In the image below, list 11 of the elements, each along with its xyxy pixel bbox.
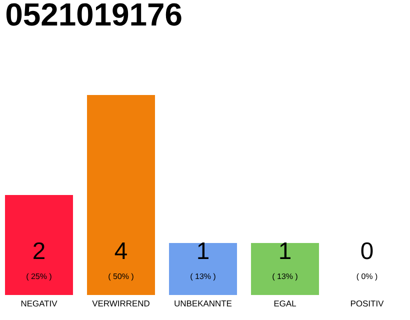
x-tick-label: NEGATIV — [21, 300, 58, 307]
x-tick-label: UNBEKANNTE — [174, 300, 232, 306]
chart-title: 0521019176 — [6, 3, 182, 26]
annotation: 2 — [34, 242, 44, 259]
annotation: 0 — [361, 242, 373, 260]
x-tick-label: EGAL — [274, 300, 296, 307]
annotation: 1 — [280, 242, 290, 259]
annotation: 1 — [198, 242, 208, 259]
x-tick-label: VERWIRREND — [92, 300, 150, 306]
x-tick-label: POSITIV — [350, 300, 384, 307]
annotation: 4 — [114, 242, 127, 259]
